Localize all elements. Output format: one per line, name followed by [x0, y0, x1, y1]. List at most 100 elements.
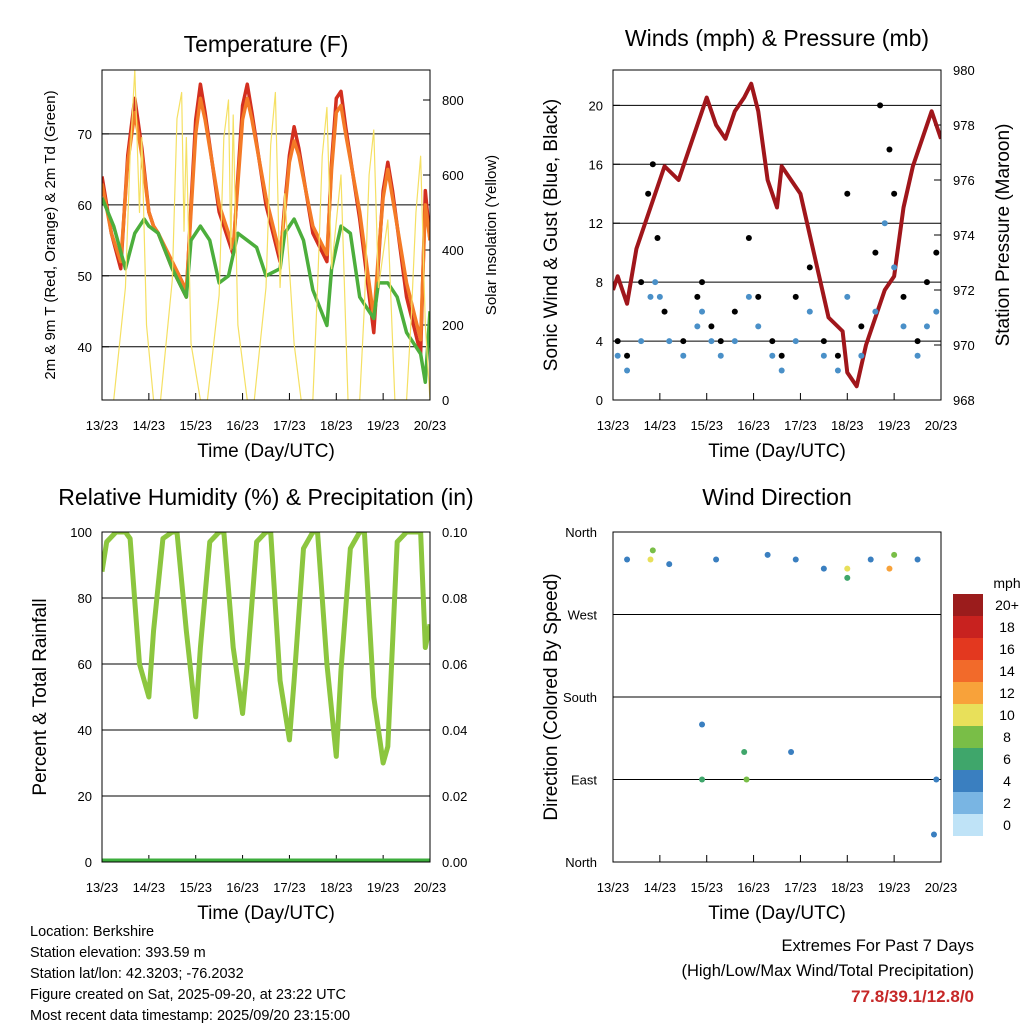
y2-tick-label: 0.06 [442, 657, 467, 672]
data-point [834, 352, 841, 359]
data-point [792, 293, 799, 300]
direction-point [649, 547, 656, 554]
x-tick-label: 20/23 [925, 418, 958, 433]
y2-axis-label: Station Pressure (Maroon) [993, 124, 1014, 347]
data-point [645, 190, 652, 197]
y-axis-label: 2m & 9m T (Red, Orange) & 2m Td (Green) [42, 90, 59, 379]
data-point [731, 338, 738, 345]
data-point [661, 308, 668, 315]
y-tick-label: 40 [78, 340, 92, 355]
data-point [872, 249, 879, 256]
legend-label: 8 [1003, 729, 1011, 745]
direction-point [699, 776, 706, 783]
x-tick-label: 15/23 [179, 880, 212, 895]
series-line [102, 532, 430, 766]
data-point [694, 323, 701, 330]
extremes-subtitle: (High/Low/Max Wind/Total Precipitation) [681, 962, 974, 980]
data-point [858, 323, 865, 330]
x-tick-label: 19/23 [878, 418, 911, 433]
y2-tick-label: 800 [442, 93, 464, 108]
direction-point [844, 574, 851, 581]
y2-tick-label: 0.04 [442, 723, 467, 738]
direction-point [820, 565, 827, 572]
legend-swatch [953, 638, 983, 660]
direction-point [933, 776, 940, 783]
data-point [717, 338, 724, 345]
data-point [699, 279, 706, 286]
data-point [624, 367, 631, 374]
data-point [624, 352, 631, 359]
x-tick-label: 15/23 [690, 880, 723, 895]
legend-label: 10 [999, 707, 1015, 723]
y-tick-label: North [565, 855, 597, 870]
y2-tick-label: 600 [442, 168, 464, 183]
y-tick-label: 60 [78, 657, 92, 672]
data-point [769, 352, 776, 359]
x-axis-label: Time (Day/UTC) [708, 903, 846, 924]
series-line [613, 81, 941, 389]
y-axis-label: Sonic Wind & Gust (Blue, Black) [541, 99, 562, 371]
x-tick-label: 14/23 [644, 880, 677, 895]
data-point [844, 293, 851, 300]
data-point [745, 293, 752, 300]
x-axis-label: Time (Day/UTC) [708, 441, 846, 462]
y-axis-label: Percent & Total Rainfall [30, 598, 51, 795]
x-tick-label: 16/23 [226, 880, 259, 895]
x-tick-label: 15/23 [690, 418, 723, 433]
plot-area [102, 70, 430, 400]
x-tick-label: 13/23 [86, 880, 119, 895]
legend-label: 14 [999, 663, 1015, 679]
series-line [102, 96, 430, 342]
data-point [881, 220, 888, 227]
y2-tick-label: 976 [953, 173, 975, 188]
data-point [820, 352, 827, 359]
x-tick-label: 13/23 [86, 418, 119, 433]
data-point [923, 279, 930, 286]
x-tick-label: 17/23 [784, 880, 817, 895]
x-tick-label: 16/23 [737, 418, 770, 433]
x-tick-label: 13/23 [597, 418, 630, 433]
y2-tick-label: 972 [953, 283, 975, 298]
data-point [769, 338, 776, 345]
x-axis-label: Time (Day/UTC) [197, 903, 335, 924]
legend-swatch [953, 660, 983, 682]
y2-tick-label: 0.08 [442, 591, 467, 606]
direction-point [891, 551, 898, 558]
legend-swatch [953, 748, 983, 770]
y2-tick-label: 970 [953, 338, 975, 353]
chart-title: Relative Humidity (%) & Precipitation (i… [58, 484, 473, 510]
y-tick-label: 0 [596, 393, 603, 408]
y-tick-label: East [571, 773, 597, 788]
y2-axis-label: Solar Insolation (Yellow) [483, 155, 500, 315]
plot-frame [101, 69, 431, 401]
direction-point [788, 749, 795, 755]
plot-frame [101, 531, 431, 863]
data-point [638, 279, 645, 286]
direction-point [930, 831, 937, 838]
data-point [820, 338, 827, 345]
y-tick-label: 20 [78, 789, 92, 804]
data-point [806, 308, 813, 315]
direction-point [867, 556, 874, 563]
x-tick-label: 15/23 [179, 418, 212, 433]
data-point [666, 338, 673, 345]
legend-label: 20+ [995, 597, 1019, 613]
y-tick-label: 8 [596, 275, 603, 290]
extremes-title: Extremes For Past 7 Days [781, 937, 974, 955]
plot-frame [612, 69, 942, 401]
extremes-values: 77.8/39.1/12.8/0 [851, 987, 974, 1006]
y-tick-label: 20 [589, 98, 603, 113]
y2-tick-label: 200 [442, 318, 464, 333]
x-tick-label: 18/23 [831, 880, 864, 895]
extremes-box: Extremes For Past 7 Days (High/Low/Max W… [681, 934, 974, 1009]
legend-swatch [953, 704, 983, 726]
data-point [914, 338, 921, 345]
legend-swatch [953, 616, 983, 638]
data-point [834, 367, 841, 374]
y2-tick-label: 974 [953, 228, 975, 243]
created-text: Figure created on Sat, 2025-09-20, at 23… [30, 987, 346, 1003]
x-axis-label: Time (Day/UTC) [197, 441, 335, 462]
y2-tick-label: 0.02 [442, 789, 467, 804]
x-tick-label: 13/23 [597, 880, 630, 895]
legend-swatch [953, 814, 983, 836]
